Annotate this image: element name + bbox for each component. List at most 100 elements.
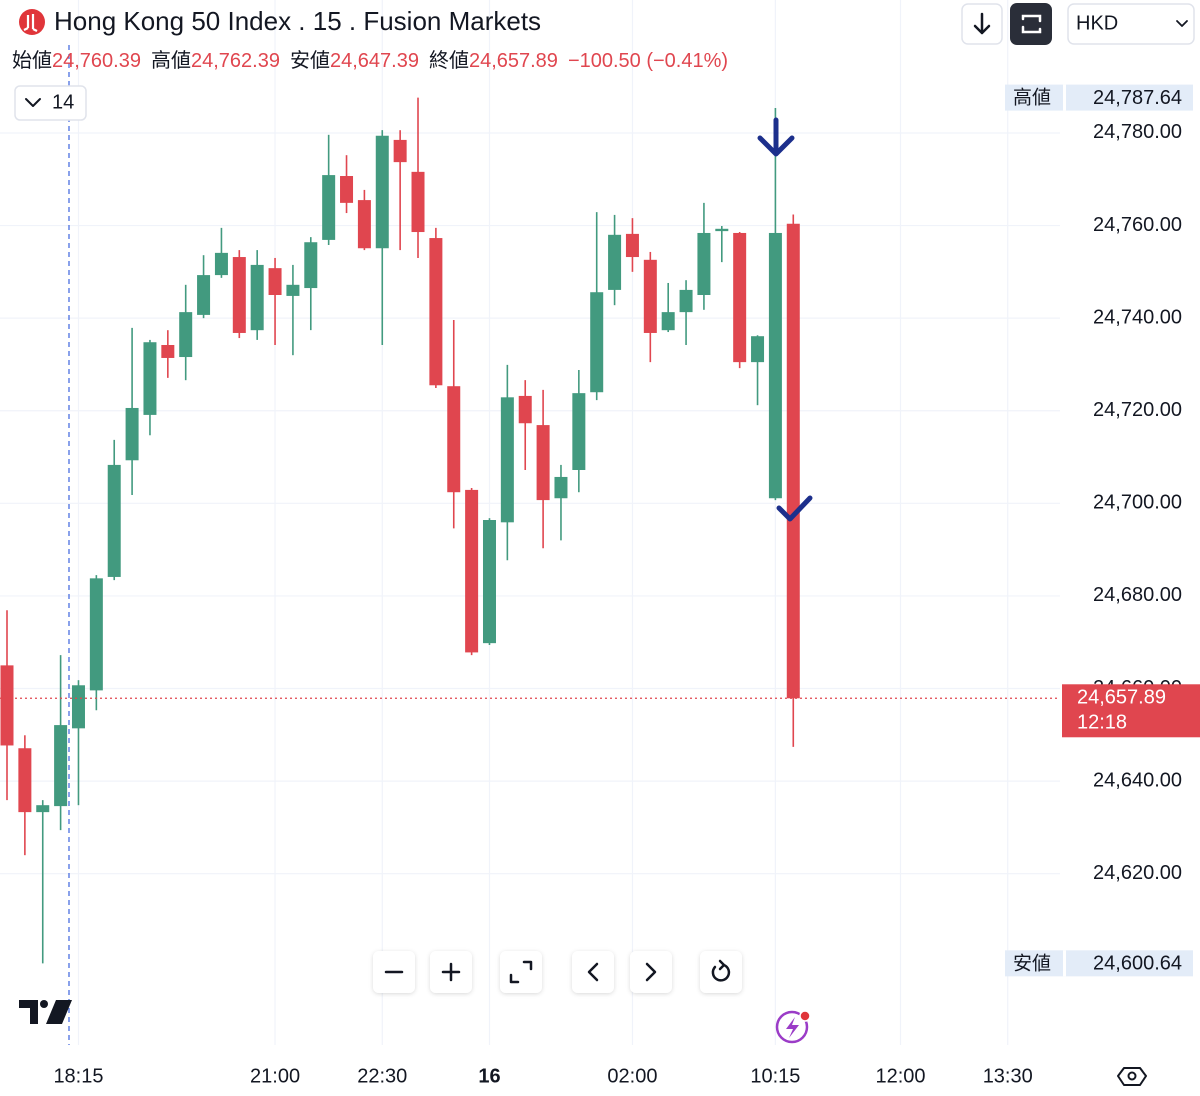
candle-body: [679, 289, 693, 313]
candle-body: [268, 268, 282, 295]
y-tick-label: 24,620.00: [1093, 862, 1182, 884]
y-tick-label: 24,640.00: [1093, 769, 1182, 791]
refresh-icon: [711, 959, 731, 982]
candle-body: [786, 223, 800, 699]
candle-body: [54, 725, 68, 807]
candle-body: [643, 259, 657, 333]
candle-body: [482, 520, 496, 644]
candle-body: [715, 228, 729, 232]
range-label-name: 高値: [1013, 87, 1051, 109]
candle-body: [590, 292, 604, 393]
chevron-left-icon: [587, 962, 599, 982]
expand-icon: [509, 960, 533, 984]
reset-scale-button[interactable]: [500, 951, 542, 993]
down-arrow: [757, 117, 795, 157]
candle-body: [447, 386, 461, 493]
symbol-icon-glyph: [23, 14, 38, 32]
candle-body: [0, 665, 14, 746]
chevron-right-icon: [645, 962, 657, 982]
range-label-value: 24,600.64: [1093, 953, 1182, 975]
replay-icon: [1021, 14, 1042, 34]
interval-button[interactable]: [14, 85, 87, 121]
ohlc-value: 24,760.39: [52, 50, 141, 72]
x-tick-label: 02:00: [607, 1065, 657, 1087]
y-tick-label: 24,680.00: [1093, 584, 1182, 606]
candle-body: [286, 284, 300, 296]
candle-body: [625, 233, 639, 258]
countdown-label: 12:18: [1077, 712, 1127, 734]
y-tick-label: 24,740.00: [1093, 306, 1182, 328]
range-label-box: [1005, 950, 1193, 977]
refresh-button[interactable]: [700, 951, 742, 993]
tv-logo: [19, 1000, 72, 1024]
bolt-icon: [775, 1010, 809, 1044]
ohlc-legend: 始値24,760.39 高値24,762.39 安値24,647.39 終値24,65…: [12, 49, 728, 72]
candle-body: [518, 395, 532, 424]
last-price-label: 24,657.89: [1077, 687, 1166, 709]
candle-body: [572, 393, 586, 470]
ohlc-key: 始値: [12, 49, 52, 72]
candle-body: [768, 232, 782, 499]
candle-body: [661, 312, 675, 331]
candle-body: [107, 464, 121, 577]
x-tick-label: 22:30: [357, 1065, 407, 1087]
candles: [0, 97, 800, 964]
candle-body: [465, 489, 479, 653]
candle-body: [322, 175, 336, 240]
bolt-glyph: [786, 1017, 799, 1038]
y-tick-label: 24,700.00: [1093, 492, 1182, 514]
candle-body: [197, 275, 211, 315]
range-label-sep: [1063, 950, 1066, 977]
interval-label: 14: [52, 91, 74, 113]
ohlc-key: 終値: [429, 49, 469, 72]
plus-icon: [441, 962, 461, 982]
candle-body: [340, 176, 354, 203]
x-tick-label: 18:15: [53, 1065, 103, 1087]
candle-body: [71, 685, 85, 729]
candle-body: [18, 748, 32, 813]
x-tick-label: 10:15: [750, 1065, 800, 1087]
check-mark: [776, 495, 813, 522]
candle-body: [393, 139, 407, 163]
bolt-badge: [799, 1010, 811, 1022]
dropdown-chevron: [1176, 20, 1188, 27]
settings-icon[interactable]: [1117, 1067, 1147, 1086]
scroll-left-button[interactable]: [572, 951, 614, 993]
y-tick-label: 24,720.00: [1093, 399, 1182, 421]
currency-label: HKD: [1076, 12, 1118, 34]
candle-body: [250, 264, 264, 331]
ohlc-key: 高値: [151, 49, 191, 72]
candle-body: [232, 257, 246, 333]
download-icon: [973, 12, 991, 35]
tv-logo-dot: [40, 1000, 48, 1008]
candle-body: [608, 234, 622, 290]
scroll-right-button[interactable]: [630, 951, 672, 993]
candle-body: [214, 252, 228, 276]
replay-button[interactable]: [1010, 3, 1052, 45]
candle-body: [179, 312, 193, 358]
candle-body: [554, 476, 568, 499]
candle-body: [125, 407, 139, 461]
candle-body: [697, 232, 711, 295]
range-label-value: 24,787.64: [1093, 87, 1182, 109]
currency-select[interactable]: [1067, 3, 1195, 45]
candle-body: [36, 805, 50, 813]
candle-body: [161, 345, 175, 358]
x-tick-label: 21:00: [250, 1065, 300, 1087]
candle-body: [357, 200, 371, 249]
range-label-name: 安値: [1013, 952, 1051, 974]
candle-body: [89, 578, 103, 691]
chart-title: Hong Kong 50 Index . 15 . Fusion Markets: [54, 6, 541, 36]
settings-icon-center: [1127, 1071, 1137, 1081]
candle-body: [429, 238, 443, 386]
candle-body: [304, 242, 318, 289]
last-price-box: [1062, 684, 1200, 738]
grid: [0, 0, 1060, 1045]
y-tick-label: 24,760.00: [1093, 214, 1182, 236]
candle-body: [411, 171, 425, 233]
ohlc-value: 24,657.89: [469, 50, 558, 72]
range-label-sep: [1063, 84, 1066, 111]
zoom-toolbar: [373, 951, 742, 993]
